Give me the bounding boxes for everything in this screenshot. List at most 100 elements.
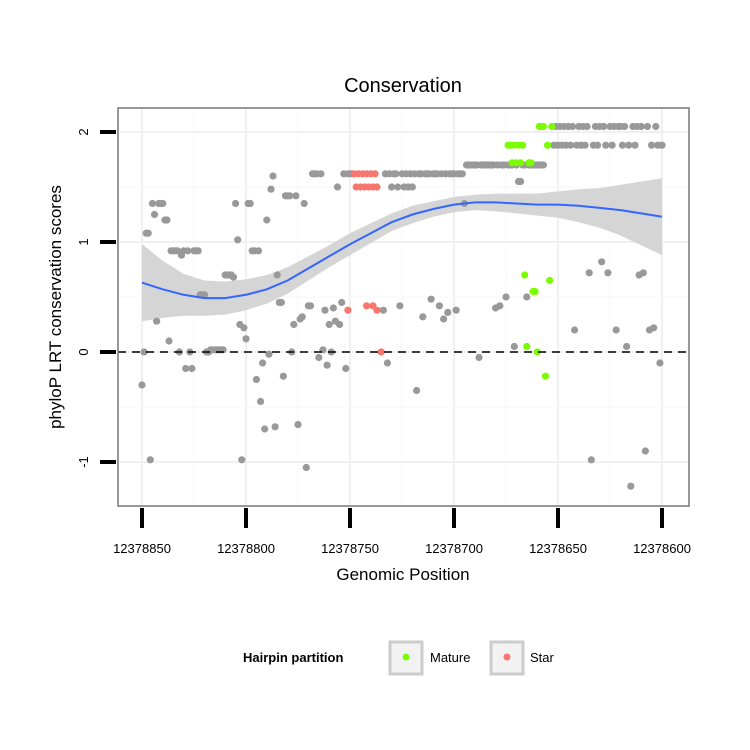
point-other [502,293,510,301]
point-other [394,183,402,191]
point-star [373,183,381,191]
point-other [290,320,298,329]
legend-title: Hairpin partition [243,650,343,665]
point-other [388,183,396,191]
point-other [277,298,285,307]
point-other [593,141,602,149]
point-other [273,271,281,279]
x-tick-label: 12378750 [321,541,379,556]
point-other [496,302,504,310]
point-other [163,216,171,224]
point-other [517,177,525,186]
point-mature [519,141,527,149]
point-other [261,425,269,433]
point-other [539,161,548,169]
legend-swatch-mature [402,653,410,661]
point-other [146,456,154,464]
point-other [585,269,593,277]
smooth-line-layer [141,201,663,300]
y-tick-label: -1 [76,456,91,468]
point-other [234,236,242,244]
point-other [294,421,302,429]
point-other [639,269,647,277]
point-other [259,359,267,367]
point-other [232,199,240,208]
point-other [604,269,612,277]
smooth-line [141,201,663,300]
point-other [427,295,435,303]
point-other [419,313,427,321]
point-other [587,456,595,464]
point-other [623,342,631,351]
x-tick-label: 12378850 [113,541,171,556]
point-other [165,337,173,345]
point-mature [548,122,556,131]
point-other [458,170,466,178]
point-other [569,122,577,131]
point-other [618,141,627,149]
legend-swatch-star [503,653,511,661]
point-other [408,183,416,191]
point-other [242,335,250,343]
point-mature [533,348,541,356]
point-other [306,302,315,310]
point-other [631,141,639,149]
x-tick-label: 12378700 [425,541,483,556]
point-other [144,229,152,237]
point-other [182,364,190,373]
points-layer [138,122,666,490]
point-other [440,315,448,323]
point-other [257,397,265,406]
point-other [323,361,331,369]
point-mature [521,271,529,279]
point-other [200,291,208,299]
point-other [317,170,325,178]
point-other [658,141,666,149]
point-other [267,185,275,193]
point-other [252,375,260,384]
point-other [650,324,658,332]
y-tick-label: 1 [76,238,91,245]
point-mature [531,287,539,296]
y-tick-label: 0 [76,348,91,355]
point-other [523,293,531,301]
legend-label-mature: Mature [430,650,470,665]
point-other [279,372,287,380]
point-other [265,350,273,358]
y-axis-title: phyloP LRT conservation scores [46,185,65,429]
x-axis: 12378850 12378800 12378750 12378700 12378650… [113,508,691,556]
point-mature [527,159,535,167]
y-tick-label: 2 [76,128,91,135]
point-other [150,210,159,219]
point-mature [546,276,554,285]
point-other [188,364,196,373]
point-other [656,359,664,367]
legend-label-star: Star [530,650,555,665]
point-other [194,247,202,255]
x-tick-label: 12378650 [529,541,587,556]
point-other [302,463,310,472]
point-other [413,386,421,395]
point-star [373,306,381,314]
point-other [329,304,337,312]
point-star [377,348,385,356]
point-star [344,306,352,314]
point-mature [544,141,552,149]
point-other [444,308,452,316]
point-other [392,170,400,178]
x-tick-label: 12378600 [633,541,691,556]
point-other [621,122,629,131]
point-other [641,447,650,455]
point-other [598,258,606,266]
point-mature [541,372,550,380]
point-other [510,342,518,351]
point-other [229,273,238,281]
point-other [263,216,271,224]
point-other [379,306,387,314]
point-other [625,141,633,149]
point-other [315,353,323,362]
confidence-band [142,178,662,322]
point-other [600,122,608,131]
point-other [269,172,277,180]
point-other [637,122,645,131]
